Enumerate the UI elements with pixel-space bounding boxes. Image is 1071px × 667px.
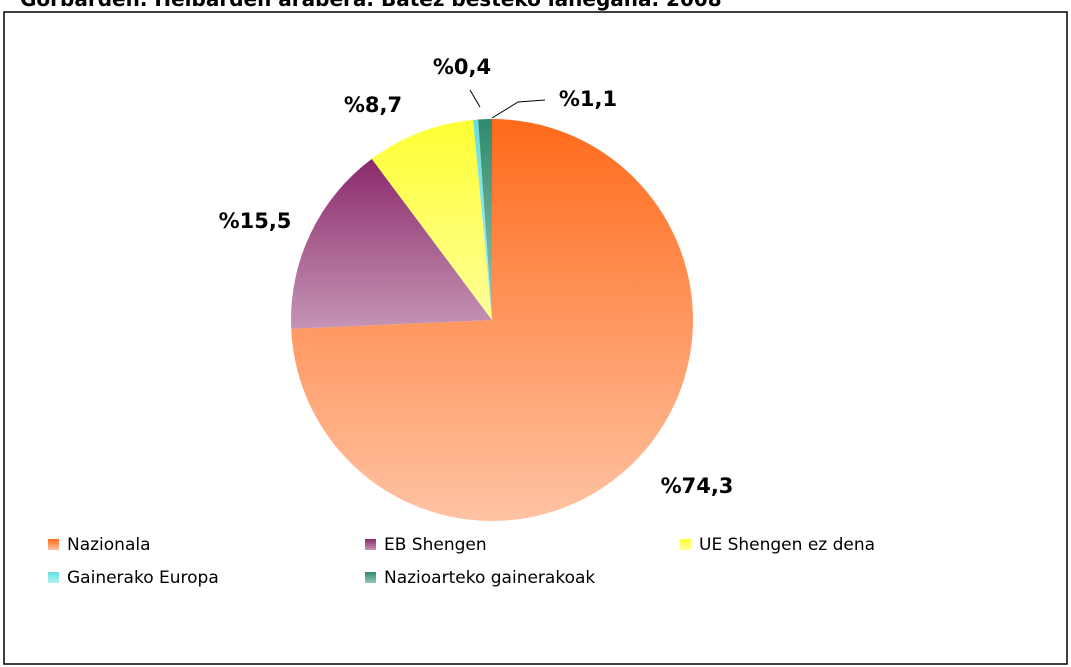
legend-swatch: [365, 539, 376, 550]
pie-slice: [290, 158, 492, 329]
data-label: %8,7: [344, 93, 402, 117]
legend-label: Gainerako Europa: [67, 568, 219, 588]
pie-slice: [473, 119, 492, 320]
leader-line: [469, 89, 481, 108]
data-label: %1,1: [559, 87, 617, 111]
legend-swatch: [48, 539, 59, 550]
pie-slice: [478, 119, 492, 320]
chart-title: Gorbarden. Helbarden arabera. Batez best…: [20, 0, 722, 11]
legend-swatch: [680, 539, 691, 550]
legend-label: Nazioarteko gainerakoak: [384, 568, 595, 588]
legend-swatch: [365, 572, 376, 583]
legend-label: Nazionala: [67, 535, 151, 555]
legend-swatch: [48, 572, 59, 583]
data-label: %0,4: [433, 55, 491, 79]
data-label: %74,3: [661, 474, 734, 498]
pie-slice: [371, 119, 492, 320]
legend-label: EB Shengen: [384, 535, 487, 555]
data-label: %15,5: [219, 209, 292, 233]
legend-label: UE Shengen ez dena: [699, 535, 875, 555]
pie-slice: [291, 119, 693, 521]
leader-line: [491, 99, 546, 119]
